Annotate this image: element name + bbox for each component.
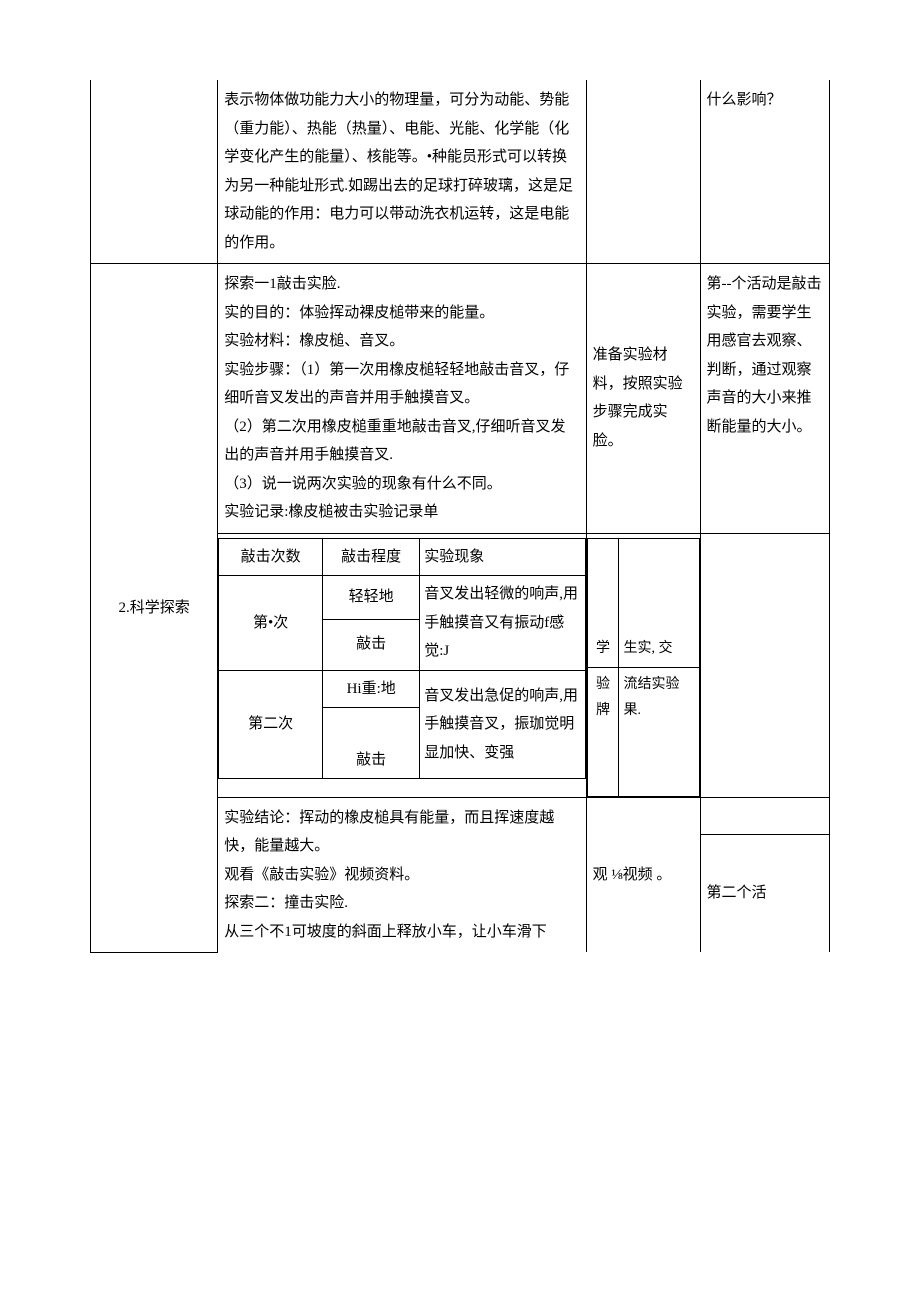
main-table: 表示物体做功能力大小的物理量，可分为动能、势能（重力能）、热能（热量）、电能、光…: [90, 80, 830, 953]
text-line: 实验记录:橡皮槌被击实验记录单: [224, 498, 579, 527]
cell-a-r1: [91, 80, 218, 264]
cmini-bl: 验牌: [587, 667, 619, 796]
cell-b-record-table: 敲击次数 敲击程度 实验现象 第•次 轻轻地 音叉发出轻微的响声,用手触摸音又有…: [218, 533, 586, 797]
cell-a-section-label: 2.科学探索: [91, 264, 218, 953]
cmini-br: 流结实验果.: [619, 667, 699, 796]
table-row: 2.科学探索 探索一1敲击实脸. 实的目的：体验挥动裸皮槌带来的能量。 实验材料…: [91, 264, 830, 534]
record-cell-degree2b: 敲击: [323, 708, 420, 779]
record-cell-degree1a: 轻轻地: [323, 576, 420, 620]
record-inner-table: 敲击次数 敲击程度 实验现象 第•次 轻轻地 音叉发出轻微的响声,用手触摸音又有…: [218, 538, 585, 780]
text-line: 观看《敲击实验》视频资料。: [224, 861, 579, 890]
cell-c-mini: 学 生实, 交 验牌 流结实验果.: [586, 533, 700, 797]
cell-b-conclusion: 实验结论：挥动的橡皮槌具有能量，而且挥速度越快，能量越大。 观看《敲击实验》视频…: [218, 797, 586, 952]
text-line: 实验步骤：（1）第一次用橡皮槌轻轻地敲击音叉，仔细听音叉发出的声音并用手触摸音叉…: [224, 356, 579, 413]
cell-c-prepare: 准备实验材料，按照实验步骤完成实脸。: [586, 264, 700, 534]
cell-c-r1: [586, 80, 700, 264]
record-cell-phen1: 音叉发出轻微的响声,用手触摸音又有振动f感觉:J: [420, 576, 585, 671]
record-cell-degree2a: Hi重:地: [323, 670, 420, 708]
cell-d-r2b: [700, 533, 829, 797]
text-line: 实验结论：挥动的橡皮槌具有能量，而且挥速度越快，能量越大。: [224, 804, 579, 861]
record-cell-degree1b: 敲击: [323, 619, 420, 670]
record-col-header: 敲击程度: [323, 538, 420, 576]
text-line: 从三个不1可坡度的斜面上释放小车，让小车滑下: [224, 918, 579, 947]
table-row: 验牌 流结实验果.: [587, 667, 699, 796]
c-mini-table: 学 生实, 交 验牌 流结实验果.: [587, 538, 700, 797]
table-row: 第二次 Hi重:地 音叉发出急促的响声,用手触摸音叉，振珈觉明显加快、变强: [219, 670, 585, 708]
record-cell-count1: 第•次: [219, 576, 323, 671]
table-row: 学 生实, 交: [587, 538, 699, 667]
cell-b-r1: 表示物体做功能力大小的物理量，可分为动能、势能（重力能）、热能（热量）、电能、光…: [218, 80, 586, 264]
cell-d-r1: 什么影响？: [700, 80, 829, 264]
text-line: 探索二：撞击实险.: [224, 889, 579, 918]
cell-d-activity1: 第--个活动是敲击实验，需要学生用感官去观察、判断，通过观察声音的大小来推断能量…: [700, 264, 829, 534]
text-line: 探索一1敲击实脸.: [224, 270, 579, 299]
cell-c-watchvideo: 观 ⅛视频 。: [586, 797, 700, 952]
record-col-header: 敲击次数: [219, 538, 323, 576]
record-cell-count2: 第二次: [219, 670, 323, 779]
text-line: 实的目的：体验挥动裸皮槌带来的能量。: [224, 299, 579, 328]
table-row: 敲击次数 敲击程度 实验现象: [219, 538, 585, 576]
text-line: （2）第二次用橡皮槌重重地敲击音叉,仔细听音叉发出的声音并用手触摸音叉.: [224, 413, 579, 470]
cell-b-explore1: 探索一1敲击实脸. 实的目的：体验挥动裸皮槌带来的能量。 实验材料：橡皮槌、音叉…: [218, 264, 586, 534]
cmini-tl: 学: [587, 538, 619, 667]
table-row: 表示物体做功能力大小的物理量，可分为动能、势能（重力能）、热能（热量）、电能、光…: [91, 80, 830, 264]
text-line: 实验材料：橡皮槌、音叉。: [224, 327, 579, 356]
table-row: 第•次 轻轻地 音叉发出轻微的响声,用手触摸音又有振动f感觉:J: [219, 576, 585, 620]
cell-d-activity2: 第二个活: [700, 834, 829, 952]
page-container: 表示物体做功能力大小的物理量，可分为动能、势能（重力能）、热能（热量）、电能、光…: [0, 0, 920, 1033]
cell-d-empty: [700, 797, 829, 834]
record-cell-phen2: 音叉发出急促的响声,用手触摸音叉，振珈觉明显加快、变强: [420, 670, 585, 779]
text-line: （3）说一说两次实验的现象有什么不同。: [224, 470, 579, 499]
record-col-header: 实验现象: [420, 538, 585, 576]
cmini-tr: 生实, 交: [619, 538, 699, 667]
